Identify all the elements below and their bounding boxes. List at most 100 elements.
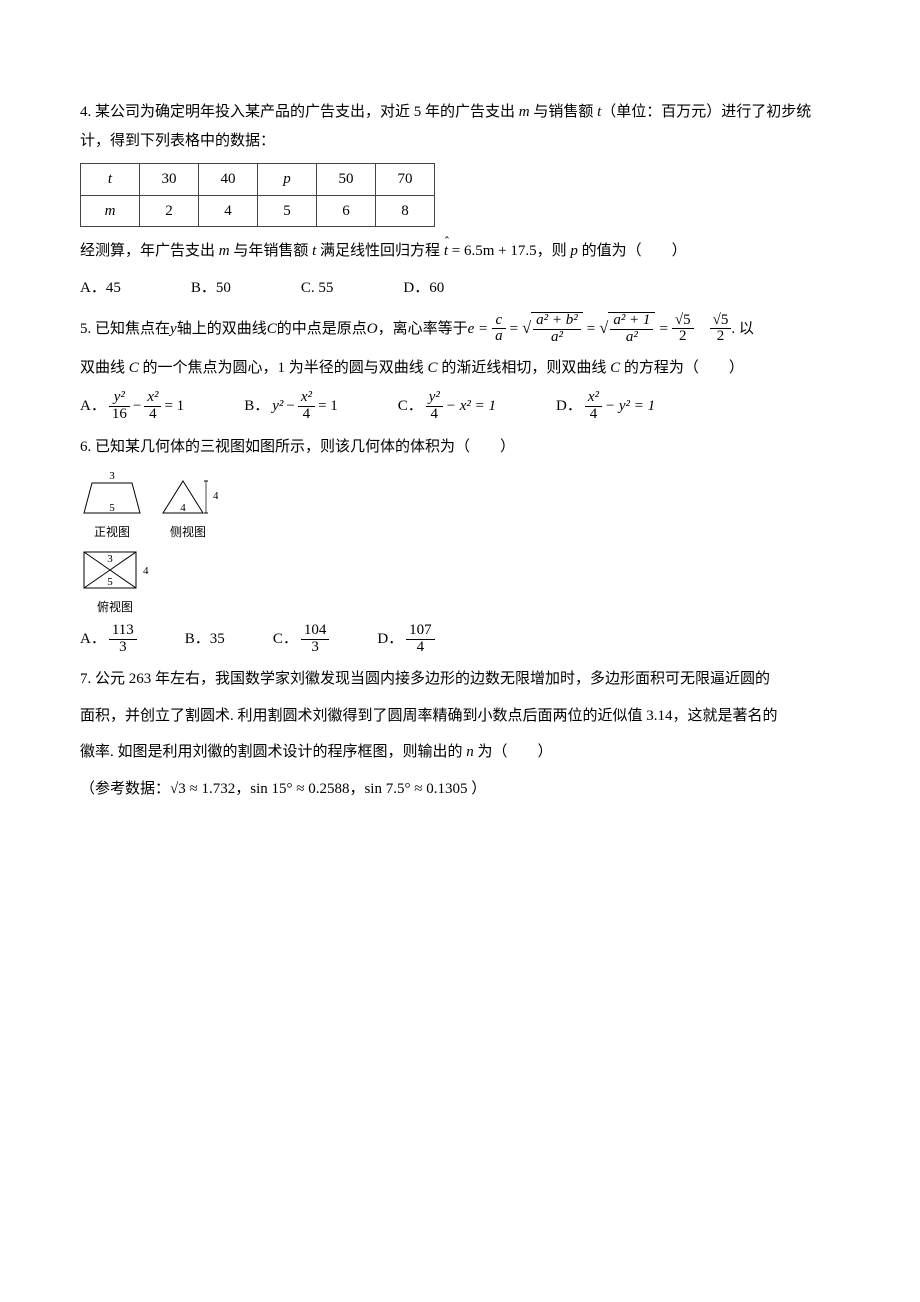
q5-m2: 的中点是原点 xyxy=(277,315,367,344)
cell-p: p xyxy=(258,164,317,196)
choice-d[interactable]: D．60 xyxy=(403,274,444,303)
an2: x² xyxy=(144,390,161,407)
choice-a[interactable]: A． y²16 − x²4 = 1 xyxy=(80,390,184,423)
cell: 40 xyxy=(199,164,258,196)
front-label: 正视图 xyxy=(80,521,144,544)
cell: 2 xyxy=(140,195,199,227)
q7-l3: 徽率. 如图是利用刘徽的割圆术设计的程序框图，则输出的 n 为（ ） xyxy=(80,738,840,767)
bd: 4 xyxy=(298,407,315,423)
an: 113 xyxy=(109,623,137,640)
q5-p1: 5. 已知焦点在 xyxy=(80,315,170,344)
choice-a[interactable]: A．45 xyxy=(80,274,121,303)
choice-c[interactable]: C. 55 xyxy=(301,274,334,303)
ar: = 1 xyxy=(164,392,184,421)
choice-b[interactable]: B．35 xyxy=(185,625,225,654)
dl: D． xyxy=(556,392,582,421)
l2a: 双曲线 xyxy=(80,360,129,376)
ad1: 16 xyxy=(109,407,130,423)
C4: C xyxy=(610,360,620,376)
q5-stem: 5. 已知焦点在 y 轴上的双曲线 C 的中点是原点 O，离心率等于 e = c… xyxy=(80,312,840,346)
q4-table: t 30 40 p 50 70 m 2 4 5 6 8 xyxy=(80,163,435,227)
dim-bot: 5 xyxy=(109,502,115,514)
q7-l1: 7. 公元 263 年左右，我国数学家刘徽发现当圆内接多边形的边数无限增加时，多… xyxy=(80,665,840,694)
choice-c[interactable]: C． y²4 − x² = 1 xyxy=(398,390,496,423)
q7-ref: （参考数据：√3 ≈ 1.732，sin 15° ≈ 0.2588，sin 7.… xyxy=(80,775,840,804)
cn: y² xyxy=(426,390,443,407)
dim-top: 3 xyxy=(107,553,113,565)
th-t: t xyxy=(81,164,140,196)
dim-h: 4 xyxy=(213,490,218,502)
cell: 5 xyxy=(258,195,317,227)
f1n: c xyxy=(492,313,506,330)
th-m: m xyxy=(81,195,140,227)
l2c: 的渐近线相切，则双曲线 xyxy=(438,360,611,376)
y: y xyxy=(170,315,177,344)
side-label: 侧视图 xyxy=(158,521,218,544)
bn: x² xyxy=(298,390,315,407)
q5-line2: 双曲线 C 的一个焦点为圆心，1 为半径的圆与双曲线 C 的渐近线相切，则双曲线… xyxy=(80,354,840,383)
eq1: = xyxy=(510,315,518,344)
top-view: 3 5 4 俯视图 xyxy=(80,544,150,619)
q4-text-1: 4. 某公司为确定明年投入某产品的广告支出，对近 5 年的广告支出 xyxy=(80,104,519,120)
top-view-svg: 3 5 4 xyxy=(80,544,150,594)
t3: 满足线性回归方程 xyxy=(316,243,444,259)
q5-m1: 轴上的双曲线 xyxy=(177,315,267,344)
front-view-svg: 3 5 xyxy=(80,469,144,519)
dim-h: 4 xyxy=(143,565,149,577)
sqrt3: √3 xyxy=(170,781,186,797)
q5-formula: e = ca = a² + b²a² = a² + 1a² = √52 √52 xyxy=(468,312,732,346)
l2d: 的方程为（ ） xyxy=(620,360,744,376)
q4-choices: A．45 B．50 C. 55 D．60 xyxy=(80,274,840,303)
q4-m: m xyxy=(519,104,530,120)
cd: 4 xyxy=(426,407,443,423)
C1: C xyxy=(267,315,277,344)
s1d: a² xyxy=(533,330,581,346)
s2d: a² xyxy=(610,330,653,346)
dn: 107 xyxy=(406,623,435,640)
O: O xyxy=(367,315,378,344)
f1d: a xyxy=(492,329,506,345)
cn: 104 xyxy=(301,623,330,640)
choice-d[interactable]: D． 1074 xyxy=(377,623,434,656)
table-row: m 2 4 5 6 8 xyxy=(81,195,435,227)
cell: 8 xyxy=(376,195,435,227)
choice-b[interactable]: B．50 xyxy=(191,274,231,303)
f2n: √5 xyxy=(672,313,694,330)
blhs: y² xyxy=(272,392,283,421)
al: A． xyxy=(80,625,106,654)
ad2: 4 xyxy=(144,407,161,423)
C2: C xyxy=(129,360,139,376)
cl: C． xyxy=(398,392,423,421)
cd: 3 xyxy=(301,640,330,656)
C3: C xyxy=(428,360,438,376)
l3b: 为（ ） xyxy=(474,744,553,760)
q4-stem: 4. 某公司为确定明年投入某产品的广告支出，对近 5 年的广告支出 m 与销售额… xyxy=(80,98,840,155)
front-view: 3 5 正视图 xyxy=(80,469,144,544)
choice-c[interactable]: C． 1043 xyxy=(273,623,330,656)
q6-choices: A． 1133 B．35 C． 1043 D． 1074 xyxy=(80,623,840,656)
al: A． xyxy=(80,392,106,421)
t-hat: t xyxy=(444,237,448,266)
dim-base: 4 xyxy=(180,502,186,514)
q4-after: 经测算，年广告支出 m 与年销售额 t 满足线性回归方程 t = 6.5m + … xyxy=(80,237,840,266)
f2d: 2 xyxy=(672,329,694,345)
m2: m xyxy=(219,243,230,259)
choice-d[interactable]: D． x²4 − y² = 1 xyxy=(556,390,655,423)
eq-rhs: = 6.5m + 17.5 xyxy=(448,243,537,259)
choice-b[interactable]: B． y² − x²4 = 1 xyxy=(244,390,338,423)
side-view: 4 4 侧视图 xyxy=(158,469,218,544)
q7-l2: 面积，并创立了割圆术. 利用割圆术刘徽得到了圆周率精确到小数点后面两位的近似值 … xyxy=(80,702,840,731)
s1n: a² + b² xyxy=(533,313,581,330)
q5-m3: ，离心率等于 xyxy=(378,315,468,344)
choice-a[interactable]: A． 1133 xyxy=(80,623,137,656)
dn: x² xyxy=(585,390,602,407)
t4: ，则 xyxy=(537,243,571,259)
dim-top: 3 xyxy=(109,470,115,482)
top-view-row: 3 5 4 俯视图 xyxy=(80,544,840,619)
p: p xyxy=(570,243,578,259)
cell: 50 xyxy=(317,164,376,196)
n: n xyxy=(466,744,474,760)
side-view-svg: 4 4 xyxy=(158,469,218,519)
cell: 6 xyxy=(317,195,376,227)
table-row: t 30 40 p 50 70 xyxy=(81,164,435,196)
